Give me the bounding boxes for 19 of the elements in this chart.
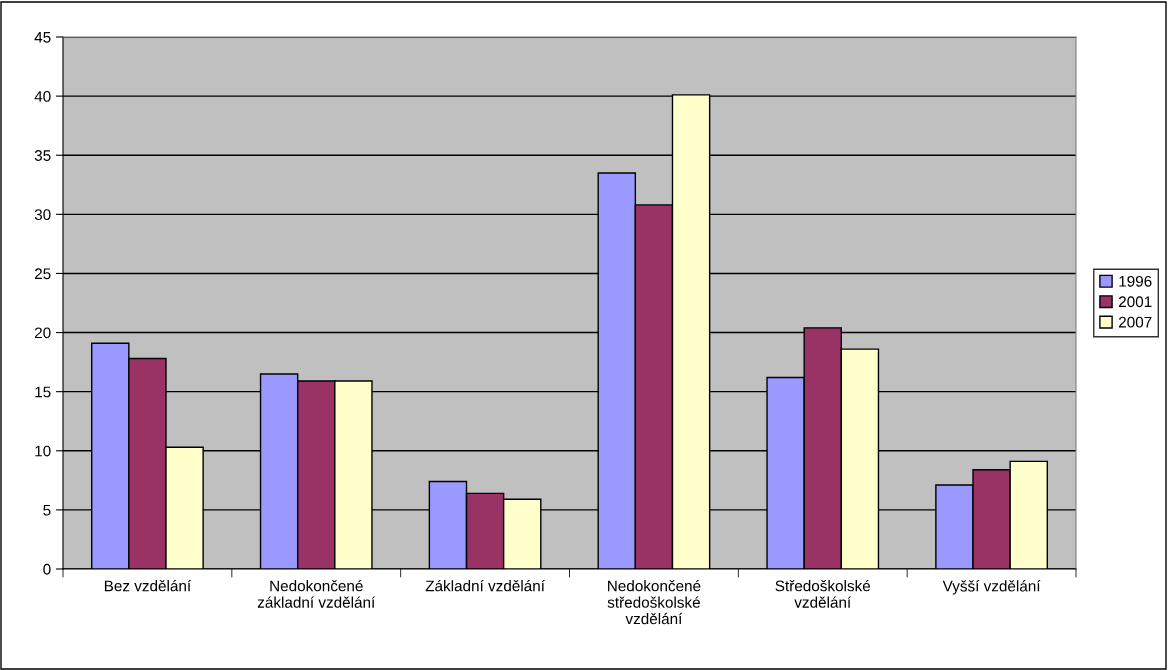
y-tick-label: 25 bbox=[34, 268, 51, 280]
y-tick-label: 30 bbox=[34, 209, 51, 221]
y-tick-label: 5 bbox=[43, 504, 51, 516]
legend-label: 2007 bbox=[1118, 316, 1152, 328]
y-tick-label: 10 bbox=[35, 445, 51, 457]
legend-label: 1996 bbox=[1119, 275, 1152, 287]
y-tick-label: 35 bbox=[34, 150, 51, 161]
x-tick-label: Základní vzdělání bbox=[425, 579, 545, 592]
y-tick-label: 45 bbox=[34, 32, 51, 43]
x-tick-label: Vyšší vzdělání bbox=[942, 580, 1041, 595]
y-tick-label: 15 bbox=[35, 386, 51, 398]
x-tick-label: Nedokončené středoškolské vzdělání bbox=[607, 579, 701, 625]
y-tick-label: 0 bbox=[43, 563, 51, 575]
x-tick-label: Nedokončené základní vzdělání bbox=[257, 579, 376, 608]
x-tick-label: Bez vzdělání bbox=[104, 579, 192, 592]
y-tick-label: 20 bbox=[34, 327, 51, 339]
legend-label: 2001 bbox=[1118, 296, 1152, 308]
y-tick-label: 40 bbox=[34, 90, 51, 102]
x-tick-label: Středoškolské vzdělání bbox=[775, 579, 871, 608]
